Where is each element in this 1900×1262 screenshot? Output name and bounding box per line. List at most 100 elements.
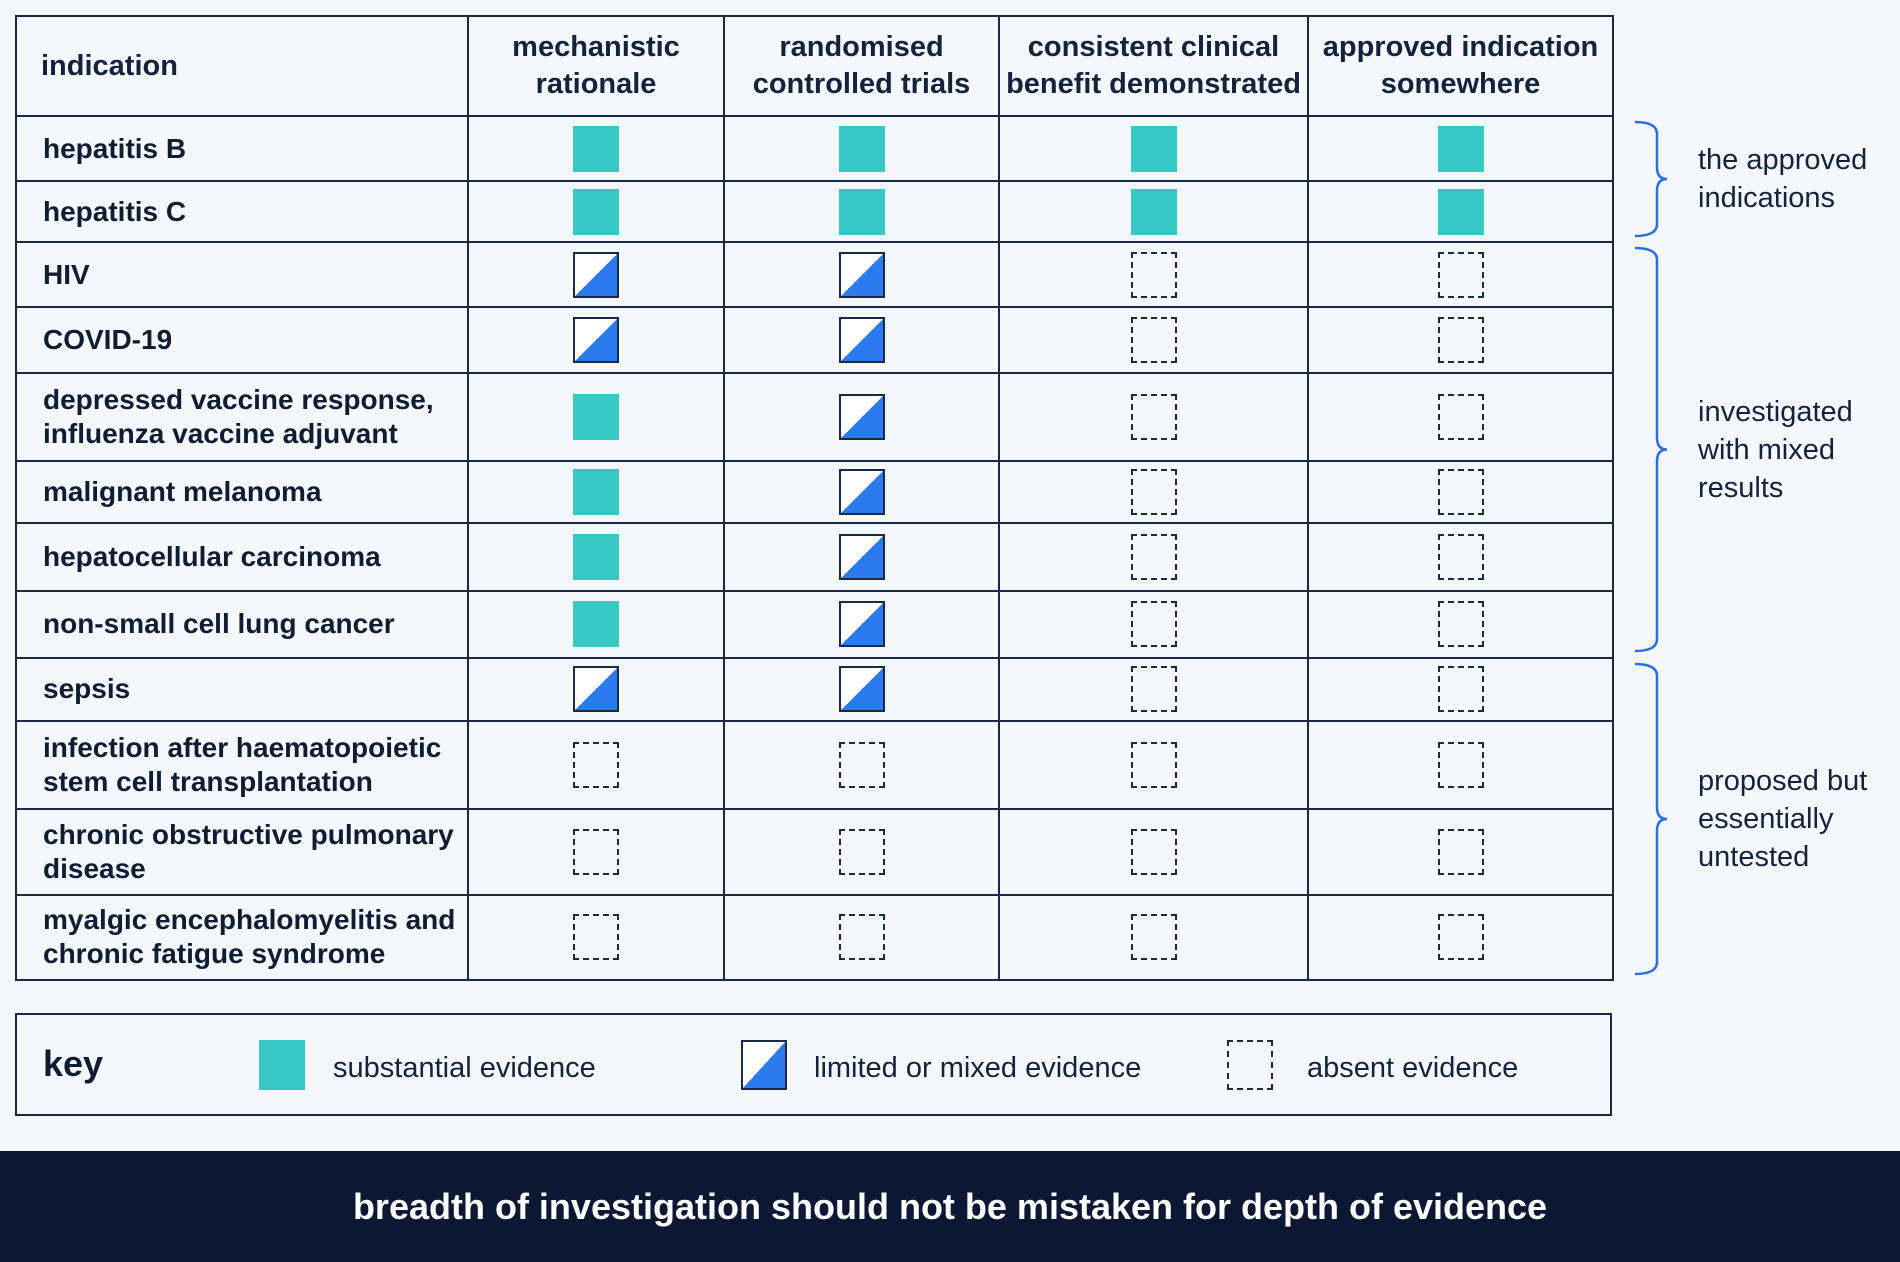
rating-cell bbox=[467, 656, 725, 723]
rating-cell bbox=[998, 371, 1309, 463]
table-row: HIV bbox=[15, 241, 1614, 308]
rating-cell bbox=[723, 241, 1000, 308]
group-label-investigated-with-mixed-results: investigated with mixed results bbox=[1698, 396, 1853, 504]
rating-cell bbox=[723, 589, 1000, 659]
row-label-myalgic-encephalomyelitis-and-chronic-fatigue-syndrome: myalgic encephalomyelitis and chronic fa… bbox=[15, 893, 469, 982]
limited-evidence-mark bbox=[838, 666, 885, 713]
group-label-proposed-but-essentially-untested: proposed but essentially untested bbox=[1698, 765, 1868, 873]
absent-evidence-mark bbox=[1130, 914, 1177, 961]
column-header-approved-indication: approved indication somewhere bbox=[1307, 15, 1614, 117]
table-row: COVID-19 bbox=[15, 305, 1614, 374]
rating-cell bbox=[467, 720, 725, 811]
absent-evidence-mark bbox=[1437, 533, 1484, 580]
limited-evidence-mark bbox=[838, 316, 885, 363]
absent-evidence-mark bbox=[1130, 742, 1177, 789]
rating-cell bbox=[1307, 522, 1614, 592]
substantial-evidence-mark bbox=[838, 125, 885, 172]
rating-cell bbox=[998, 305, 1309, 374]
row-label-sepsis: sepsis bbox=[15, 656, 469, 723]
absent-evidence-mark bbox=[1437, 914, 1484, 961]
limited-evidence-mark bbox=[573, 316, 619, 363]
rating-cell bbox=[467, 305, 725, 374]
substantial-evidence-mark bbox=[573, 533, 619, 580]
rating-cell bbox=[467, 522, 725, 592]
rating-cell bbox=[1307, 371, 1614, 463]
rating-cell bbox=[1307, 589, 1614, 659]
absent-evidence-mark bbox=[1130, 601, 1177, 648]
footer-banner: breadth of investigation should not be m… bbox=[0, 1151, 1900, 1262]
absent-evidence-mark bbox=[1437, 394, 1484, 440]
table-row: hepatitis C bbox=[15, 180, 1614, 244]
table-row: chronic obstructive pulmonary disease bbox=[15, 808, 1614, 896]
substantial-evidence-mark bbox=[838, 188, 885, 235]
substantial-evidence-mark bbox=[573, 125, 619, 172]
absent-evidence-mark bbox=[1130, 469, 1177, 516]
rating-cell bbox=[723, 656, 1000, 723]
absent-evidence-mark bbox=[838, 742, 885, 789]
table-row: infection after haematopoietic stem cell… bbox=[15, 720, 1614, 811]
key-label-limited: limited or mixed evidence bbox=[814, 1052, 1142, 1084]
table-row: non-small cell lung cancer bbox=[15, 589, 1614, 659]
column-header-randomised-controlled-trials: randomised controlled trials bbox=[723, 15, 1000, 117]
rating-cell bbox=[723, 893, 1000, 982]
group-bracket bbox=[1633, 246, 1668, 653]
footer-text: breadth of investigation should not be m… bbox=[352, 1185, 1548, 1227]
header-row: indication mechanistic rationale randomi… bbox=[15, 15, 1614, 117]
row-label-hepatitis-c: hepatitis C bbox=[15, 180, 469, 244]
absent-evidence-mark bbox=[573, 914, 619, 961]
column-header-consistent-clinical-benefit: consistent clinical benefit demonstrated bbox=[998, 15, 1309, 117]
rating-cell bbox=[723, 180, 1000, 244]
absent-evidence-mark bbox=[1130, 828, 1177, 875]
row-label-hiv: HIV bbox=[15, 241, 469, 308]
absent-evidence-mark bbox=[1437, 316, 1484, 363]
limited-evidence-mark bbox=[838, 394, 885, 440]
rating-cell bbox=[467, 460, 725, 525]
substantial-evidence-mark bbox=[1130, 188, 1177, 235]
rating-cell bbox=[723, 522, 1000, 592]
absent-evidence-mark bbox=[838, 828, 885, 875]
group-bracket bbox=[1633, 120, 1668, 238]
rating-cell bbox=[1307, 893, 1614, 982]
key-label-absent: absent evidence bbox=[1307, 1052, 1519, 1084]
rating-cell bbox=[998, 180, 1309, 244]
rating-cell bbox=[467, 893, 725, 982]
key-swatch-absent bbox=[1227, 1040, 1273, 1090]
rating-cell bbox=[723, 371, 1000, 463]
row-label-chronic-obstructive-pulmonary-disease: chronic obstructive pulmonary disease bbox=[15, 808, 469, 896]
absent-evidence-mark bbox=[1130, 394, 1177, 440]
rating-cell bbox=[723, 720, 1000, 811]
column-header-mechanistic-rationale: mechanistic rationale bbox=[467, 15, 725, 117]
row-label-hepatocellular-carcinoma: hepatocellular carcinoma bbox=[15, 522, 469, 592]
evidence-table: indication mechanistic rationale randomi… bbox=[15, 15, 1614, 982]
absent-evidence-mark bbox=[573, 742, 619, 789]
rating-cell bbox=[467, 114, 725, 183]
row-label-malignant-melanoma: malignant melanoma bbox=[15, 460, 469, 525]
substantial-evidence-mark bbox=[573, 469, 619, 516]
row-label-covid-19: COVID-19 bbox=[15, 305, 469, 374]
rating-cell bbox=[998, 808, 1309, 896]
row-label-depressed-vaccine-response-influenza-vaccine-adjuvant: depressed vaccine response, influenza va… bbox=[15, 371, 469, 463]
limited-evidence-mark bbox=[573, 666, 619, 713]
table-row: malignant melanoma bbox=[15, 460, 1614, 525]
absent-evidence-mark bbox=[1437, 601, 1484, 648]
substantial-evidence-mark bbox=[1437, 125, 1484, 172]
key-swatch-limited bbox=[741, 1040, 787, 1090]
rating-cell bbox=[1307, 114, 1614, 183]
rating-cell bbox=[998, 720, 1309, 811]
absent-evidence-mark bbox=[573, 828, 619, 875]
rating-cell bbox=[998, 460, 1309, 525]
substantial-evidence-mark bbox=[573, 601, 619, 648]
rating-cell bbox=[998, 241, 1309, 308]
rating-cell bbox=[467, 241, 725, 308]
substantial-evidence-mark bbox=[573, 394, 619, 440]
rating-cell bbox=[1307, 656, 1614, 723]
substantial-evidence-mark bbox=[1437, 188, 1484, 235]
table-row: depressed vaccine response, influenza va… bbox=[15, 371, 1614, 463]
absent-evidence-mark bbox=[1437, 666, 1484, 713]
rating-cell bbox=[467, 808, 725, 896]
rating-cell bbox=[467, 589, 725, 659]
rating-cell bbox=[1307, 305, 1614, 374]
absent-evidence-mark bbox=[1437, 828, 1484, 875]
rating-cell bbox=[723, 114, 1000, 183]
